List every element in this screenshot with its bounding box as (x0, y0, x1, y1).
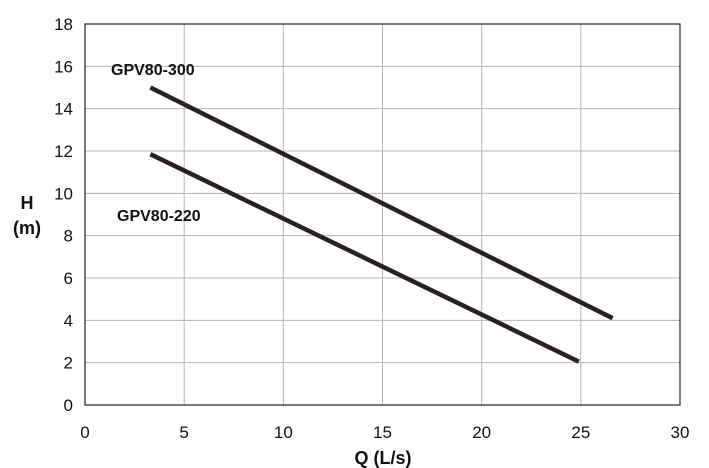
x-tick-label: 15 (373, 423, 392, 442)
series-label-gpv80-300: GPV80-300 (111, 62, 195, 79)
series-line (149, 85, 614, 321)
x-tick-label: 10 (274, 423, 293, 442)
y-tick-labels: 0 2 4 6 8 10 12 14 16 18 (54, 15, 73, 415)
series-label-gpv80-220: GPV80-220 (117, 208, 201, 225)
x-tick-label: 0 (80, 423, 89, 442)
series-lines (149, 85, 614, 364)
y-tick-label: 8 (64, 227, 73, 246)
plot-frame (84, 23, 681, 406)
x-tick-labels: 0 5 10 15 20 25 30 (80, 423, 689, 442)
x-tick-label: 30 (671, 423, 690, 442)
y-tick-label: 2 (64, 354, 73, 373)
x-tick-label: 20 (472, 423, 491, 442)
x-tick-label: 25 (571, 423, 590, 442)
y-axis-title-line1: H (21, 193, 34, 213)
y-axis-title-line2: (m) (13, 218, 41, 238)
y-tick-label: 6 (64, 269, 73, 288)
y-tick-label: 0 (64, 396, 73, 415)
y-tick-label: 4 (64, 311, 73, 330)
series-line (149, 152, 580, 364)
y-tick-label: 18 (54, 15, 73, 34)
y-tick-label: 16 (54, 57, 73, 76)
x-tick-label: 5 (179, 423, 188, 442)
x-axis-title: Q (L/s) (355, 448, 412, 468)
y-tick-label: 10 (54, 184, 73, 203)
y-tick-label: 14 (54, 100, 73, 119)
y-tick-label: 12 (54, 142, 73, 161)
